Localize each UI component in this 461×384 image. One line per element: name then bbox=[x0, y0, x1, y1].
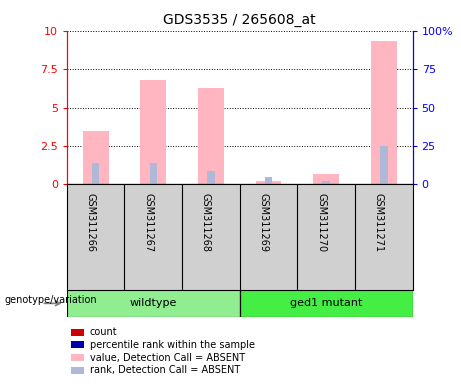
Bar bbox=[322, 181, 330, 184]
Text: GSM311269: GSM311269 bbox=[259, 193, 268, 252]
Text: genotype/variation: genotype/variation bbox=[5, 295, 97, 305]
Text: GSM311271: GSM311271 bbox=[374, 193, 384, 252]
Text: GSM311268: GSM311268 bbox=[201, 193, 211, 252]
Title: GDS3535 / 265608_at: GDS3535 / 265608_at bbox=[163, 13, 316, 27]
Text: GSM311266: GSM311266 bbox=[86, 193, 95, 252]
Text: rank, Detection Call = ABSENT: rank, Detection Call = ABSENT bbox=[90, 365, 240, 375]
Bar bbox=[149, 163, 157, 184]
Bar bbox=[380, 146, 388, 184]
Bar bbox=[255, 181, 282, 184]
Text: wildtype: wildtype bbox=[130, 298, 177, 308]
Bar bbox=[313, 174, 339, 184]
Text: count: count bbox=[90, 327, 118, 337]
Bar bbox=[371, 41, 397, 184]
Bar bbox=[240, 290, 413, 317]
Bar bbox=[140, 80, 166, 184]
Bar bbox=[198, 88, 224, 184]
Bar bbox=[92, 163, 100, 184]
Text: GSM311270: GSM311270 bbox=[316, 193, 326, 252]
Text: percentile rank within the sample: percentile rank within the sample bbox=[90, 340, 255, 350]
Text: value, Detection Call = ABSENT: value, Detection Call = ABSENT bbox=[90, 353, 245, 362]
Text: ged1 mutant: ged1 mutant bbox=[290, 298, 362, 308]
Bar bbox=[67, 290, 240, 317]
Bar bbox=[265, 177, 272, 184]
Bar bbox=[207, 171, 215, 184]
Bar bbox=[83, 131, 109, 184]
Text: GSM311267: GSM311267 bbox=[143, 193, 153, 252]
